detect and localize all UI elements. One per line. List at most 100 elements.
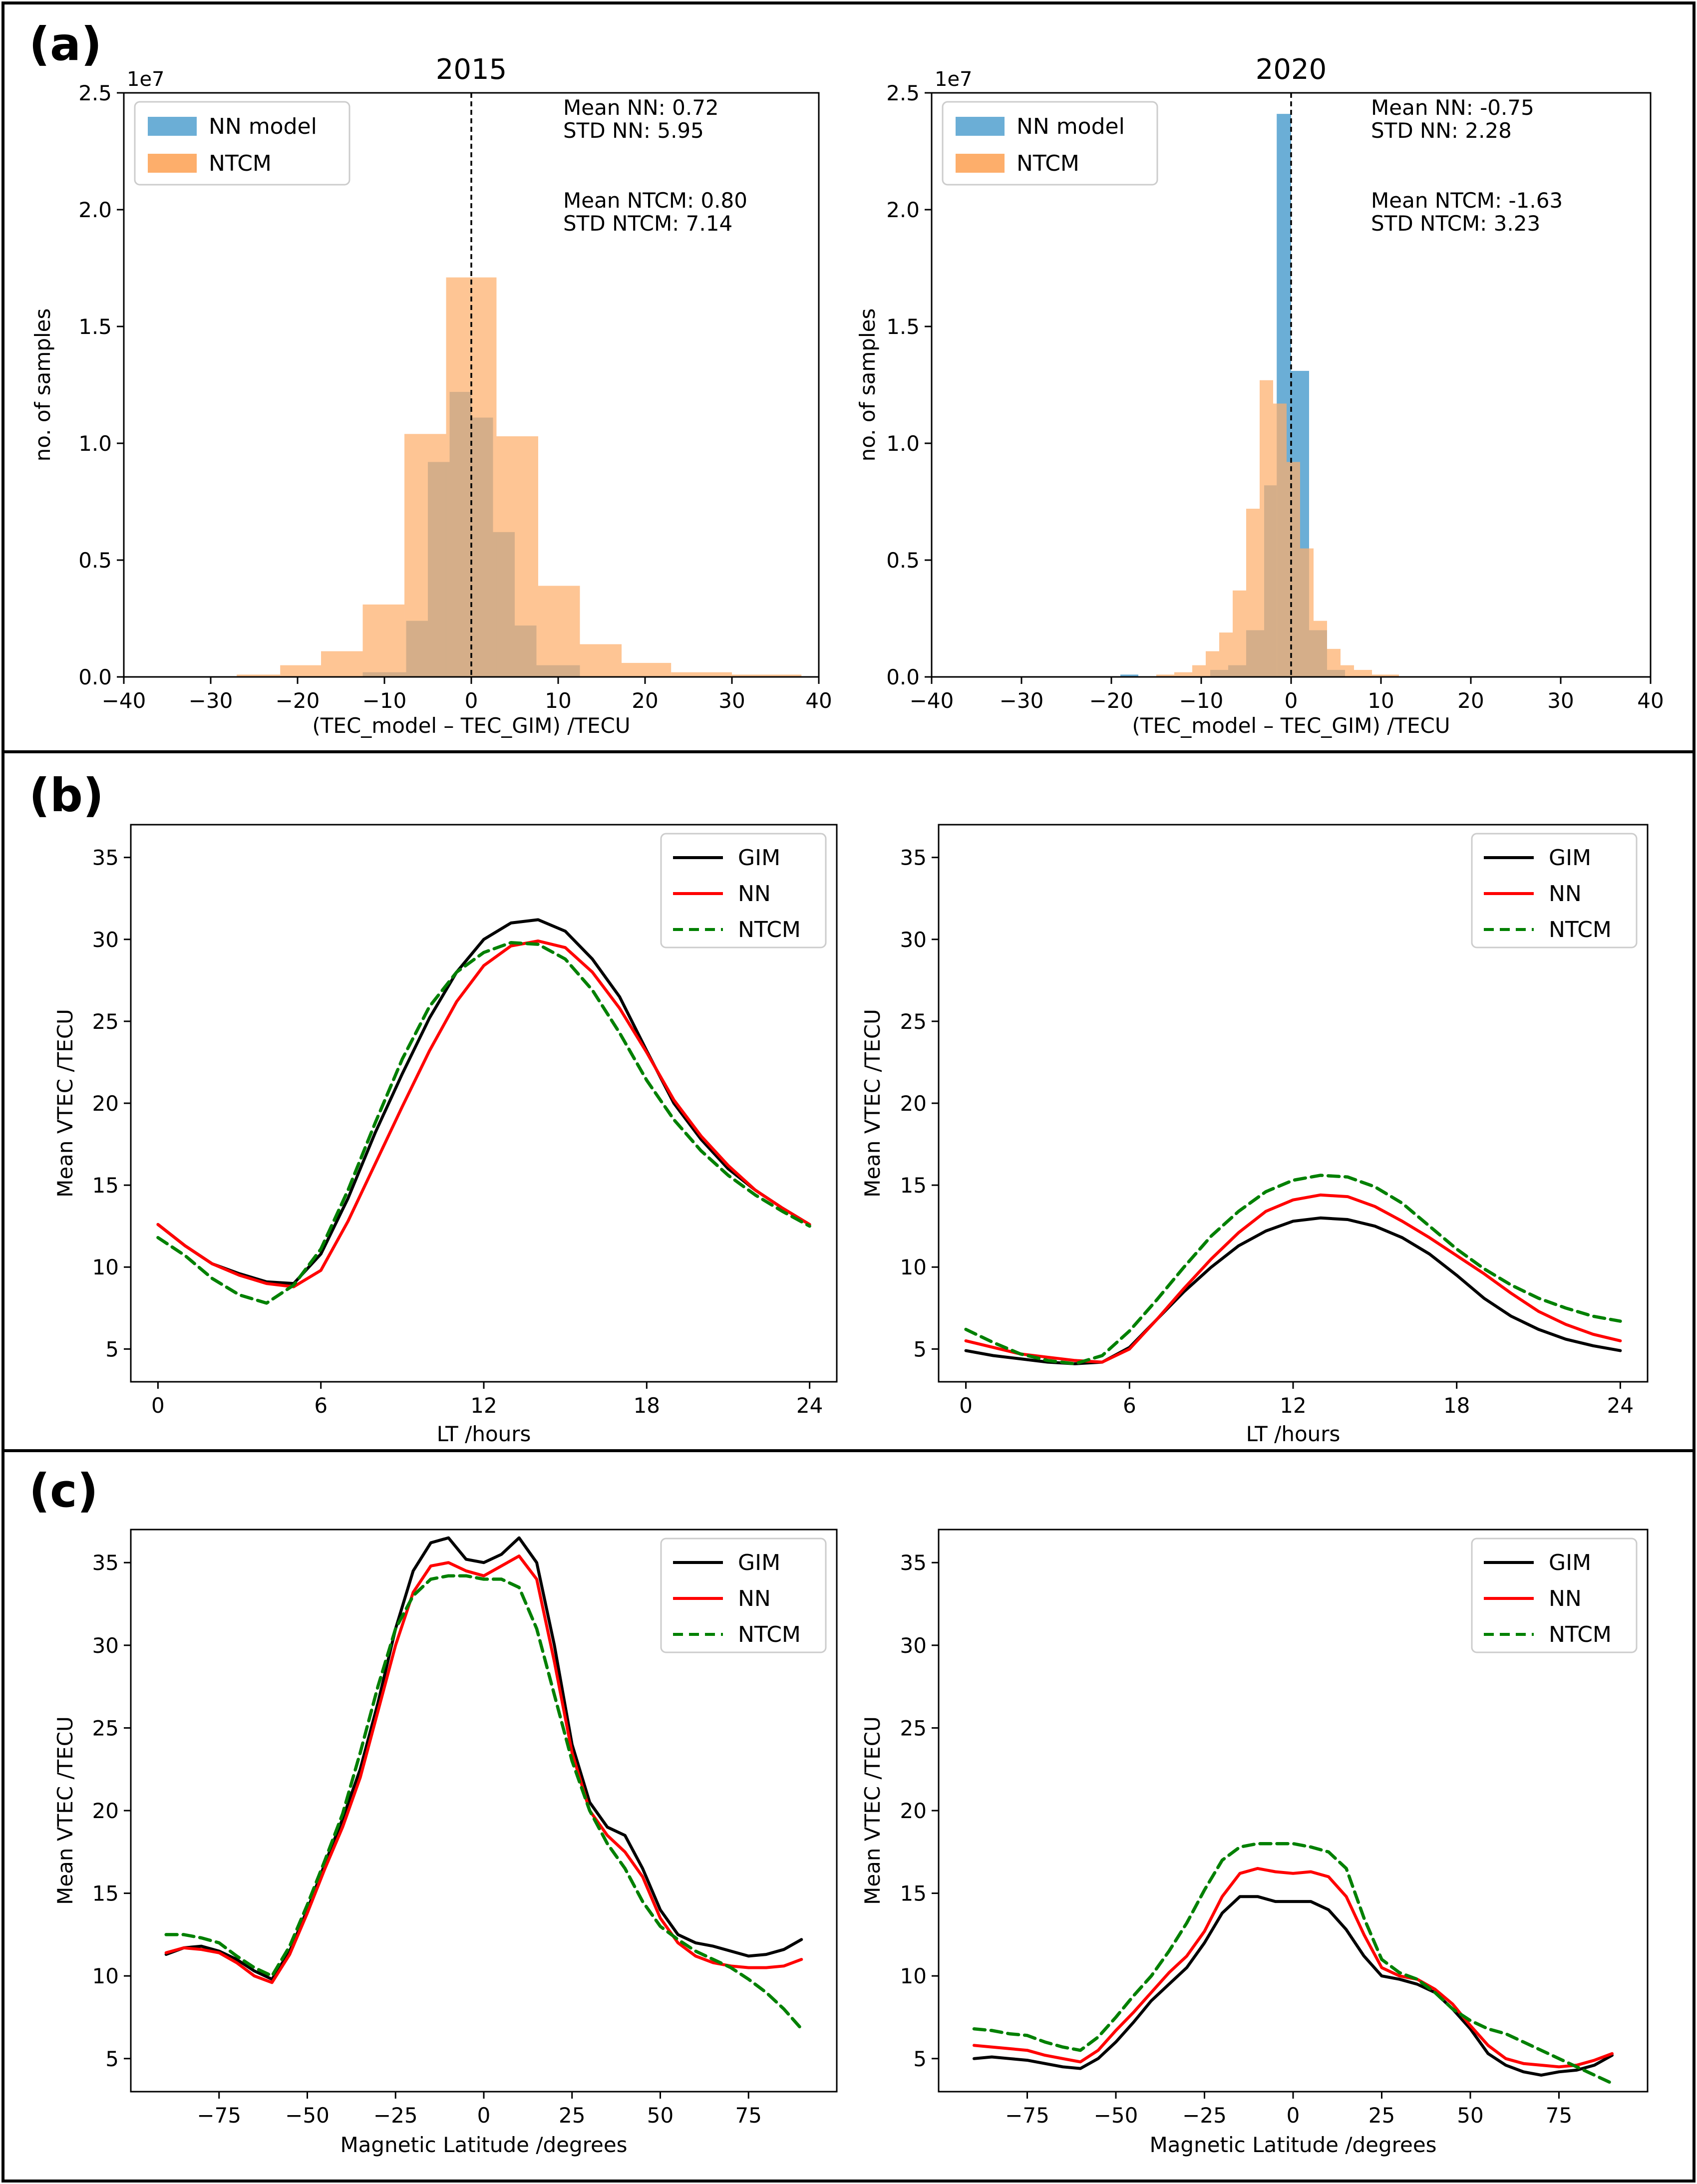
- x-tick-label: 12: [1280, 1393, 1306, 1418]
- y-tick-label: 35: [900, 846, 927, 870]
- x-axis-label: Magnetic Latitude /degrees: [340, 2133, 627, 2157]
- x-tick-label: −25: [1182, 2103, 1227, 2128]
- bar-ntcm: [1174, 672, 1192, 677]
- legend-box: [1471, 833, 1638, 948]
- stat-mean-ntcm: Mean NTCM: 0.80: [563, 188, 747, 213]
- bar-ntcm: [622, 662, 672, 677]
- series-line-gim: [164, 1536, 803, 1981]
- bar-ntcm: [1300, 548, 1314, 677]
- series-line-ntcm: [156, 941, 811, 1305]
- y-tick-label: 25: [92, 1009, 119, 1034]
- y-tick-label: 30: [92, 928, 119, 952]
- chart-lat2015: −75 −50 −25 0 25 50 75 5 10 15 20 25 30 35 Magnetic La…: [53, 1529, 838, 2157]
- x-tick-label: 30: [718, 688, 745, 713]
- bar-ntcm: [1354, 669, 1372, 677]
- stat-mean-nn: Mean NN: -0.75: [1371, 95, 1534, 120]
- bar-ntcm: [404, 434, 446, 677]
- bar-ntcm: [1314, 621, 1327, 677]
- plot-area: [964, 1174, 1622, 1366]
- legend-swatch-ntcm: [956, 154, 1005, 173]
- legend-label-gim: GIM: [738, 1550, 780, 1575]
- y-tick-label: 25: [900, 1009, 927, 1034]
- series-line-nn: [164, 1555, 803, 1984]
- panel-label-b: (b): [29, 769, 104, 822]
- x-tick-label: 75: [735, 2103, 762, 2128]
- y-tick-label: 30: [900, 1633, 927, 1658]
- x-tick-label: 10: [1367, 688, 1394, 713]
- y-tick-label: 2.0: [886, 198, 920, 222]
- legend-label-ntcm: NTCM: [1017, 151, 1079, 176]
- x-tick-label: −10: [362, 688, 407, 713]
- x-tick-label: 18: [634, 1393, 660, 1418]
- stat-std-ntcm: STD NTCM: 3.23: [1371, 211, 1540, 236]
- stat-mean-nn: Mean NN: 0.72: [563, 95, 719, 120]
- bar-ntcm: [1287, 462, 1300, 677]
- y-axis-label: Mean VTEC /TECU: [53, 1716, 77, 1905]
- chart-title: 2015: [436, 53, 507, 86]
- x-tick-label: −50: [1094, 2103, 1138, 2128]
- bar-ntcm: [237, 674, 281, 677]
- y-tick-label: 20: [900, 1091, 927, 1116]
- x-tick-label: 6: [314, 1393, 328, 1418]
- legend-label-nn: NN: [1549, 881, 1582, 907]
- y-axis-label: Mean VTEC /TECU: [860, 1009, 885, 1198]
- bar-ntcm: [1233, 590, 1246, 677]
- bar-ntcm: [1341, 665, 1354, 677]
- legend-label-gim: GIM: [738, 845, 780, 871]
- y-tick-label: 1.0: [78, 431, 112, 456]
- plot-area: [164, 1536, 803, 2031]
- legend-swatch-ntcm: [148, 154, 197, 173]
- x-tick-label: 40: [1637, 688, 1664, 713]
- legend-label-ntcm: NTCM: [209, 151, 272, 176]
- y-tick-label: 5: [913, 2047, 927, 2071]
- y-tick-label: 10: [900, 1964, 927, 1988]
- y-tick-label: 25: [92, 1716, 119, 1740]
- stat-std-nn: STD NN: 2.28: [1371, 118, 1512, 143]
- y-axis-label: no. of samples: [30, 309, 55, 462]
- bar-ntcm: [1260, 380, 1273, 677]
- x-tick-label: 24: [1607, 1393, 1634, 1418]
- x-axis-label: (TEC_model – TEC_GIM) /TECU: [1132, 713, 1450, 738]
- y-tick-label: 1.5: [78, 314, 112, 339]
- legend-label-gim: GIM: [1549, 1550, 1591, 1575]
- x-tick-label: −25: [373, 2103, 418, 2128]
- y-tick-label: 35: [92, 846, 119, 870]
- legend-swatch-nn-model: [148, 117, 197, 136]
- y-tick-label: 10: [92, 1964, 119, 1988]
- legend-label-ntcm: NTCM: [738, 917, 801, 942]
- x-tick-label: 50: [647, 2103, 674, 2128]
- bar-nn-model: [1120, 674, 1138, 677]
- y-tick-label: 15: [900, 1881, 927, 1906]
- y-axis-label: Mean VTEC /TECU: [860, 1716, 885, 1905]
- x-tick-label: −75: [197, 2103, 241, 2128]
- x-tick-label: −40: [102, 688, 146, 713]
- x-axis-label: LT /hours: [1246, 1422, 1341, 1446]
- y-tick-label: 15: [92, 1881, 119, 1906]
- panel-label-c: (c): [29, 1464, 98, 1518]
- bar-ntcm: [1246, 509, 1260, 677]
- bar-ntcm: [1192, 665, 1206, 677]
- x-axis-label: LT /hours: [437, 1422, 531, 1446]
- series-line-nn: [964, 1193, 1622, 1364]
- y-tick-label: 15: [900, 1173, 927, 1198]
- legend-label-gim: GIM: [1549, 845, 1591, 871]
- x-tick-label: 0: [959, 1393, 973, 1418]
- bar-ntcm: [321, 651, 363, 677]
- x-tick-label: 12: [470, 1393, 497, 1418]
- panel-c-frame: [1, 1449, 1696, 2183]
- x-tick-label: 18: [1443, 1393, 1470, 1418]
- x-tick-label: 20: [1457, 688, 1484, 713]
- legend-label-nn: NN: [1549, 1586, 1582, 1611]
- series-line-gim: [964, 1216, 1622, 1365]
- y-tick-label: 10: [92, 1255, 119, 1279]
- x-tick-label: 0: [1285, 688, 1298, 713]
- legend-swatch-nn-model: [956, 117, 1005, 136]
- bar-ntcm: [1219, 632, 1233, 677]
- x-tick-label: −10: [1179, 688, 1224, 713]
- chart-title: 2020: [1256, 53, 1327, 86]
- bar-ntcm: [1206, 651, 1219, 677]
- bar-ntcm: [538, 586, 580, 677]
- stat-std-nn: STD NN: 5.95: [563, 118, 704, 143]
- x-tick-label: 25: [1368, 2103, 1395, 2128]
- bar-ntcm: [671, 672, 732, 677]
